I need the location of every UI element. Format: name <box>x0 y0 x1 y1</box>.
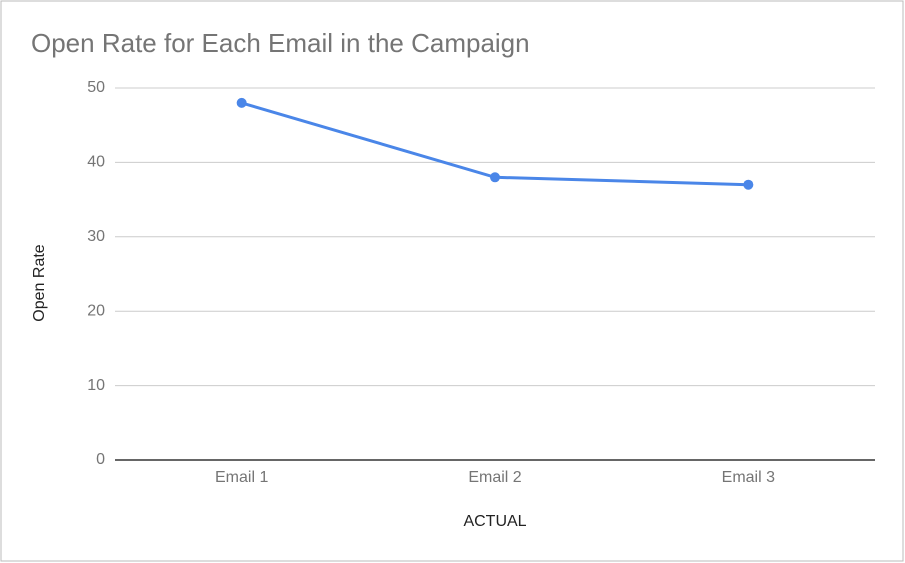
y-tick-label: 30 <box>87 228 105 245</box>
y-axis-label: Open Rate <box>31 244 48 321</box>
x-axis-label: ACTUAL <box>463 513 526 530</box>
y-tick-label: 0 <box>96 451 105 468</box>
x-tick-label: Email 3 <box>722 469 775 486</box>
chart-title: Open Rate for Each Email in the Campaign <box>31 28 530 58</box>
point <box>236 97 247 108</box>
x-tick-label: Email 1 <box>215 469 268 486</box>
x-tick-label: Email 2 <box>468 469 521 486</box>
y-tick-label: 50 <box>87 79 105 96</box>
y-tick-label: 10 <box>87 377 105 394</box>
y-tick-label: 20 <box>87 302 105 319</box>
point <box>743 179 754 190</box>
y-tick-label: 40 <box>87 154 105 171</box>
point <box>490 172 500 183</box>
